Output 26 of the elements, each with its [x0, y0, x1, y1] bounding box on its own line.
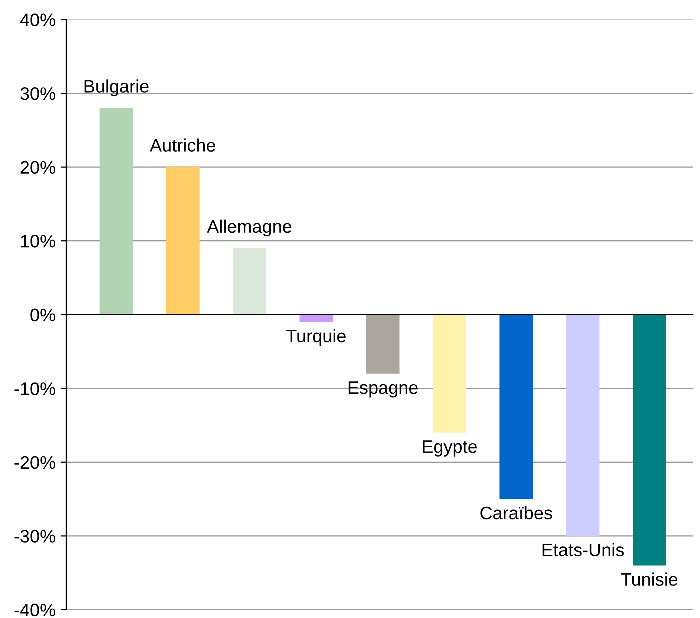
bar — [633, 314, 666, 566]
x-tick-label: Turquie — [286, 329, 346, 346]
x-tick-label: Etats-Unis — [542, 543, 624, 557]
y-tick-label: 0% — [30, 308, 56, 322]
y-tick-label: 10% — [21, 235, 56, 248]
bar — [233, 248, 266, 315]
y-tick-label: -40% — [14, 604, 56, 617]
x-tick-label: Caraïbes — [480, 506, 552, 520]
x-tick-label: Tunisie — [621, 572, 678, 586]
y-tick-label: 40% — [20, 14, 56, 26]
y-tick-label: -30% — [14, 530, 56, 543]
x-tick-label: Autriche — [150, 138, 216, 152]
x-tick-label: Bulgarie — [84, 80, 149, 96]
bar — [566, 314, 600, 536]
bar — [100, 108, 134, 315]
y-tick-label: -10% — [14, 382, 56, 396]
bar — [366, 314, 400, 374]
bar — [500, 314, 534, 500]
bar — [166, 167, 200, 315]
y-tick-label: -20% — [14, 456, 56, 470]
y-tick-label: 30% — [20, 87, 56, 100]
x-tick-label: Espagne — [348, 382, 418, 398]
x-tick-label: Allemagne — [207, 220, 292, 237]
y-tick-label: 20% — [20, 161, 56, 174]
x-tick-label: Egypte — [423, 440, 478, 457]
bar — [433, 314, 466, 433]
